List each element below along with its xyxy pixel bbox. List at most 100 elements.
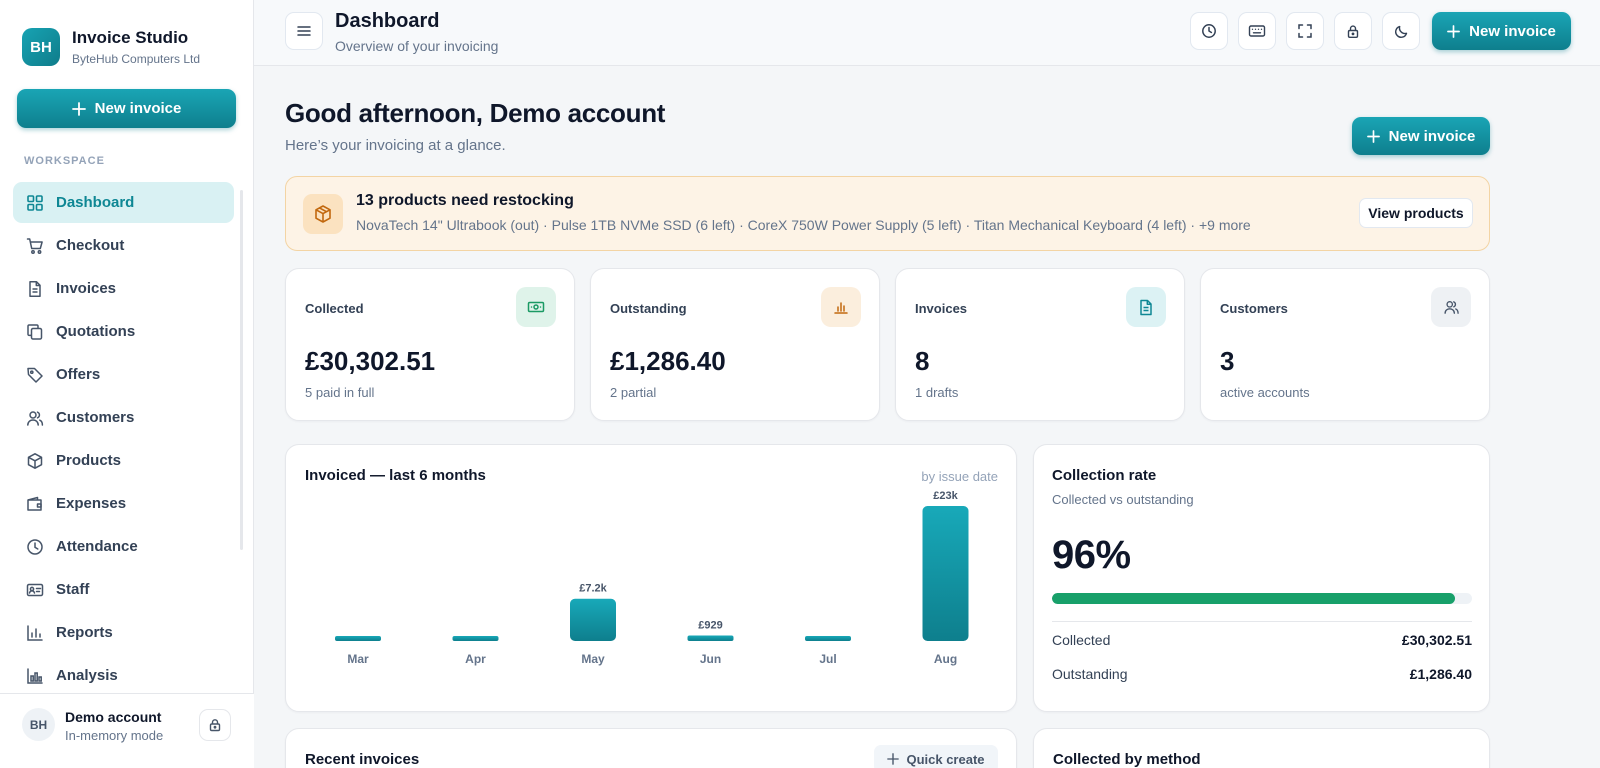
collected-by-method-title: Collected by method — [1053, 751, 1201, 768]
quick-create-label: Quick create — [906, 751, 985, 767]
x-tick-label: Jul — [819, 652, 836, 666]
plus-icon — [1447, 24, 1461, 38]
bar-jul[interactable] — [805, 636, 851, 641]
sidebar-item-staff[interactable]: Staff — [13, 569, 234, 610]
company-name: ByteHub Computers Ltd — [72, 52, 201, 66]
brand-logo: BH — [22, 28, 60, 66]
stat-footnote: 5 paid in full — [305, 385, 375, 400]
stat-label: Invoices — [915, 301, 968, 316]
clock-icon — [27, 538, 43, 555]
fullscreen-button[interactable] — [1286, 12, 1324, 50]
workspace-section-label: WORKSPACE — [24, 155, 105, 167]
outstanding-row: Outstanding £1,286.40 — [1052, 666, 1472, 682]
sidebar-item-attendance[interactable]: Attendance — [13, 526, 234, 567]
header-new-invoice-button[interactable]: New invoice — [1432, 12, 1571, 50]
account-name: Demo account — [65, 709, 162, 725]
bar-jun[interactable] — [687, 635, 734, 641]
sidebar-item-label: Products — [56, 452, 122, 469]
stat-footnote: 2 partial — [610, 385, 657, 400]
cash-icon — [516, 287, 556, 327]
sidebar-item-label: Invoices — [56, 280, 117, 297]
collection-progress-bar — [1052, 593, 1472, 604]
sidebar-item-label: Dashboard — [56, 194, 135, 211]
recent-invoices-card: Recent invoices Quick create — [285, 728, 1017, 768]
stat-value: 3 — [1220, 346, 1235, 376]
menu-toggle-button[interactable] — [285, 12, 323, 50]
sidebar-item-dashboard[interactable]: Dashboard — [13, 182, 234, 223]
main-new-invoice-button[interactable]: New invoice — [1352, 117, 1490, 155]
tag-icon — [27, 367, 43, 383]
collection-rate-card: Collection rate Collected vs outstanding… — [1033, 444, 1490, 712]
sidebar-new-invoice-label: New invoice — [94, 100, 182, 117]
collected-value: £30,302.51 — [1401, 632, 1472, 648]
x-tick-label: May — [581, 652, 605, 666]
sidebar: BH Invoice Studio ByteHub Computers Ltd … — [0, 0, 254, 768]
wallet-icon — [27, 496, 42, 511]
x-tick-label: Apr — [465, 652, 486, 666]
plus-icon — [71, 101, 86, 116]
history-button[interactable] — [1190, 12, 1228, 50]
fullscreen-icon — [1298, 24, 1312, 38]
sidebar-item-label: Reports — [56, 624, 113, 641]
greeting-title: Good afternoon, Demo account — [285, 98, 666, 128]
collected-by-method-card: Collected by method — [1033, 728, 1490, 768]
chart-title: Invoiced — last 6 months — [305, 467, 486, 484]
bar-value-label: £929 — [698, 620, 722, 632]
sidebar-item-analysis[interactable]: Analysis — [13, 655, 234, 696]
bar-chart-icon — [27, 624, 43, 641]
sidebar-item-label: Checkout — [56, 237, 125, 254]
sidebar-item-quotations[interactable]: Quotations — [13, 311, 234, 352]
dark-mode-toggle[interactable] — [1382, 12, 1420, 50]
sidebar-item-label: Staff — [56, 581, 90, 598]
account-mode: In-memory mode — [65, 728, 164, 743]
view-products-button[interactable]: View products — [1359, 198, 1473, 228]
main-new-invoice-label: New invoice — [1388, 127, 1476, 145]
header-new-invoice-label: New invoice — [1469, 22, 1556, 40]
sidebar-item-products[interactable]: Products — [13, 440, 234, 481]
menu-icon — [297, 26, 311, 36]
stat-label: Customers — [1220, 301, 1288, 316]
cart-icon — [26, 237, 43, 254]
sidebar-item-label: Expenses — [56, 495, 127, 512]
stat-footnote: 1 drafts — [915, 385, 959, 400]
x-tick-label: Mar — [347, 652, 369, 666]
keyboard-shortcuts-button[interactable] — [1238, 12, 1276, 50]
invoiced-chart-card: Invoiced — last 6 months by issue date M… — [285, 444, 1017, 712]
sidebar-scrollbar[interactable] — [240, 190, 243, 550]
account-panel: BH Demo account In-memory mode — [0, 693, 254, 768]
sidebar-item-customers[interactable]: Customers — [13, 397, 234, 438]
lock-button[interactable] — [199, 709, 231, 741]
history-icon — [1202, 24, 1216, 38]
brand[interactable]: BH Invoice Studio ByteHub Computers Ltd — [22, 28, 200, 66]
bar-apr[interactable] — [452, 636, 499, 641]
sidebar-item-label: Offers — [56, 366, 101, 383]
page-title: Dashboard — [335, 10, 440, 32]
sidebar-item-invoices[interactable]: Invoices — [13, 268, 234, 309]
restock-alert: 13 products need restocking NovaTech 14"… — [285, 176, 1490, 251]
sidebar-item-checkout[interactable]: Checkout — [13, 225, 234, 266]
chart-note: by issue date — [921, 469, 998, 484]
sidebar-item-expenses[interactable]: Expenses — [13, 483, 234, 524]
sidebar-item-reports[interactable]: Reports — [13, 612, 234, 653]
sidebar-new-invoice-button[interactable]: New invoice — [17, 89, 236, 128]
greeting-subtitle: Here’s your invoicing at a glance. — [285, 137, 506, 154]
bar-mar[interactable] — [335, 636, 381, 641]
avatar[interactable]: BH — [22, 708, 55, 741]
bar-aug[interactable] — [922, 506, 969, 641]
stat-footnote: active accounts — [1220, 385, 1310, 400]
sidebar-nav: Dashboard Checkout Invoices Quotations O… — [13, 182, 234, 698]
keyboard-icon — [1248, 25, 1266, 37]
copy-icon — [27, 323, 43, 340]
collection-rate-percent: 96% — [1052, 533, 1131, 577]
lock-screen-button[interactable] — [1334, 12, 1372, 50]
stat-value: £30,302.51 — [305, 346, 436, 376]
stat-card-invoices: Invoices 8 1 drafts — [895, 268, 1185, 421]
users-icon — [27, 410, 44, 426]
bar-may[interactable] — [570, 598, 616, 641]
recent-invoices-title: Recent invoices — [305, 751, 420, 768]
x-tick-label: Aug — [934, 652, 957, 666]
brand-name: Invoice Studio — [72, 28, 189, 47]
sidebar-item-offers[interactable]: Offers — [13, 354, 234, 395]
restock-alert-detail: NovaTech 14" Ultrabook (out) · Pulse 1TB… — [356, 217, 1251, 233]
quick-create-button[interactable]: Quick create — [874, 745, 998, 768]
